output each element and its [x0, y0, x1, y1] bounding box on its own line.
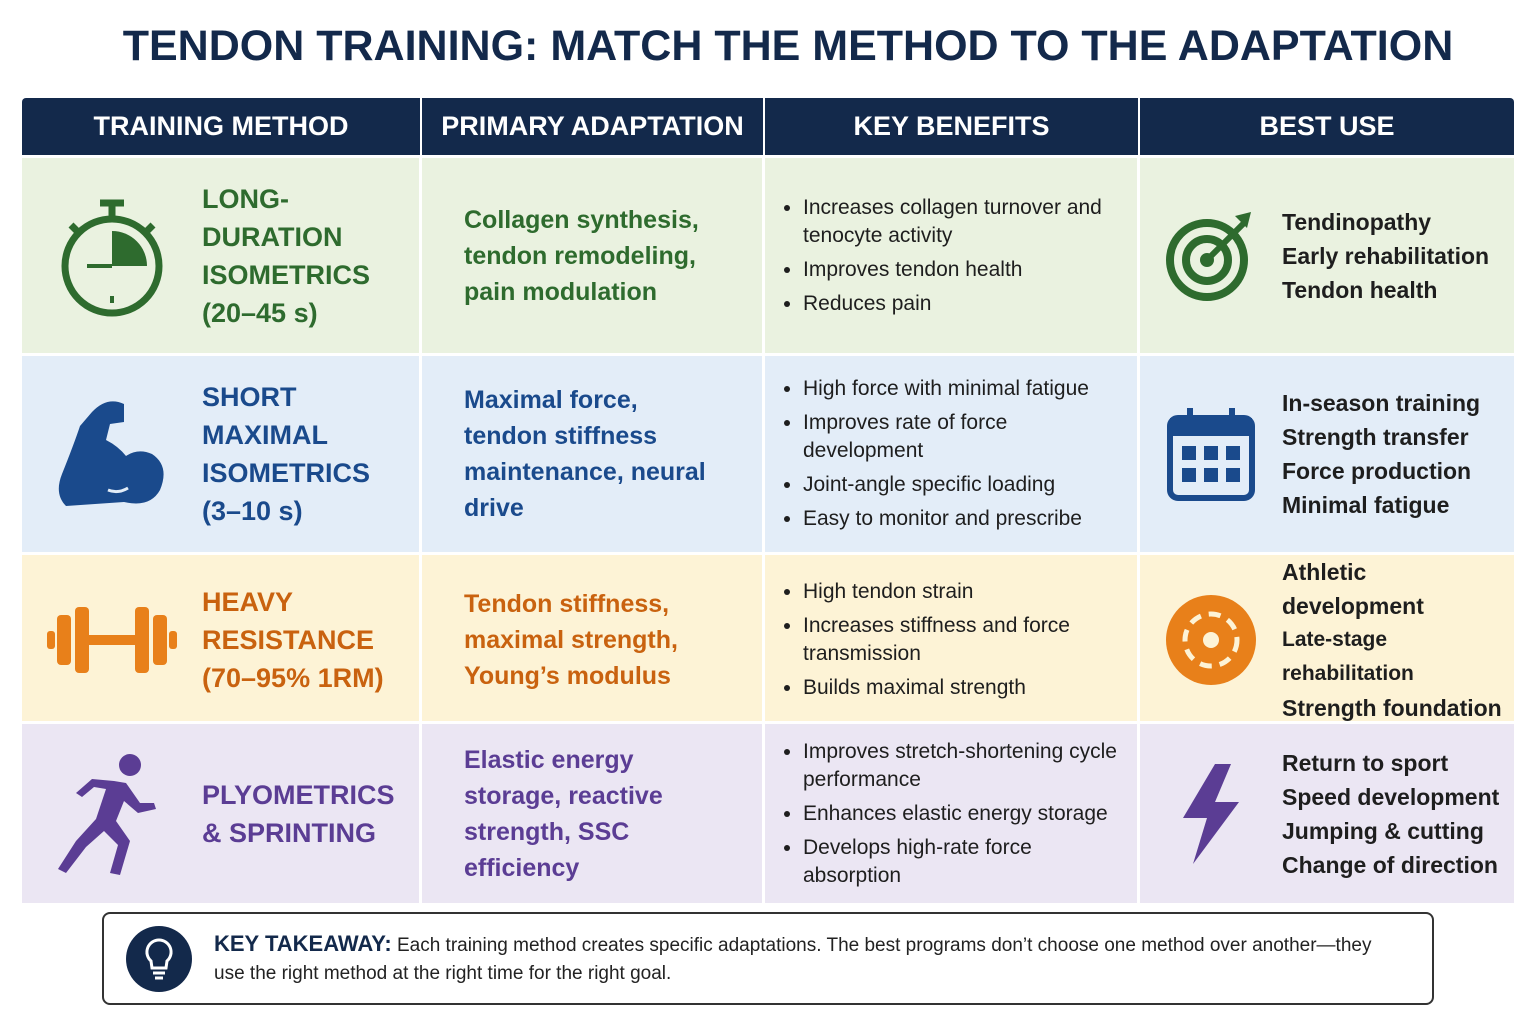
benefits-cell: High force with minimal fatigue Improves…	[765, 356, 1140, 552]
table: TRAINING METHOD PRIMARY ADAPTATION KEY B…	[22, 98, 1514, 903]
best-use: Strength foundation	[1282, 695, 1502, 721]
best-use: Return to sport	[1282, 749, 1449, 776]
table-row: HEAVY RESISTANCE (70–95% 1RM) Tendon stif…	[22, 555, 1514, 725]
adaptation: Tendon stiffness, maximal strength, Youn…	[422, 555, 765, 725]
method-name: LONG-DURATION ISOMETRICS	[202, 183, 371, 290]
method-cell: LONG-DURATION ISOMETRICS (20–45 s)	[22, 158, 422, 353]
benefit: Enhances elastic energy storage	[803, 800, 1117, 828]
header-cell: TRAINING METHOD	[22, 98, 422, 155]
benefit: Improves tendon health	[803, 256, 1117, 284]
method-duration: (20–45 s)	[202, 297, 318, 328]
best-use: Jumping & cutting	[1282, 817, 1484, 844]
benefit: Builds maximal strength	[803, 674, 1117, 702]
benefits-cell: High tendon strain Increases stiffness a…	[765, 555, 1140, 725]
table-row: PLYOMETRICS & SPRINTING Elastic energy s…	[22, 724, 1514, 903]
calendar-icon	[1140, 406, 1282, 502]
header-cell: PRIMARY ADAPTATION	[422, 98, 765, 155]
best-use: Strength transfer	[1282, 424, 1469, 450]
adaptation: Maximal force, tendon stiffness maintena…	[422, 356, 765, 552]
plate-icon	[1140, 594, 1282, 686]
best-use: Force production	[1282, 458, 1472, 484]
takeaway-text: Each training method creates specific ad…	[214, 934, 1372, 984]
dumbbell-icon	[22, 605, 202, 675]
best-use: Minimal fatigue	[1282, 492, 1450, 518]
runner-icon	[22, 749, 202, 879]
benefits-cell: Improves stretch-shortening cycle perfor…	[765, 724, 1140, 903]
table-row: LONG-DURATION ISOMETRICS (20–45 s) Collag…	[22, 158, 1514, 353]
lightning-icon	[1140, 763, 1282, 864]
arm-icon	[22, 394, 202, 514]
benefit: Improves stretch-shortening cycle perfor…	[803, 738, 1117, 794]
method-name: HEAVY RESISTANCE	[202, 587, 375, 655]
method-name: SHORT MAXIMAL ISOMETRICS	[202, 382, 371, 488]
benefit: Increases collagen turnover and tenocyte…	[803, 194, 1117, 250]
best-use: Early rehabilitation	[1282, 242, 1490, 269]
header-cell: KEY BENEFITS	[765, 98, 1140, 155]
header-cell: BEST USE	[1259, 111, 1395, 141]
adaptation: Elastic energy storage, reactive strengt…	[422, 724, 765, 903]
benefit: High tendon strain	[803, 578, 1117, 606]
benefit: Increases stiffness and force transmissi…	[803, 612, 1117, 668]
title: TENDON TRAINING: MATCH THE METHOD TO THE…	[122, 22, 1454, 70]
benefit: Reduces pain	[803, 290, 1117, 318]
benefit: Develops high-rate force absorption	[803, 834, 1117, 890]
benefit: Joint-angle specific loading	[803, 471, 1117, 499]
best-use: Athletic development	[1282, 559, 1424, 619]
method-duration: (3–10 s)	[202, 496, 303, 526]
method-cell: HEAVY RESISTANCE (70–95% 1RM)	[22, 555, 422, 725]
table-header: TRAINING METHOD PRIMARY ADAPTATION KEY B…	[22, 98, 1514, 155]
method-name: PLYOMETRICS & SPRINTING	[202, 779, 395, 848]
benefits-cell: Increases collagen turnover and tenocyte…	[765, 158, 1140, 353]
method-cell: SHORT MAXIMAL ISOMETRICS (3–10 s)	[22, 356, 422, 552]
best-use-cell: In-season training Strength transfer For…	[1140, 356, 1514, 552]
adaptation: Collagen synthesis, tendon remodeling, p…	[422, 158, 765, 353]
best-use: Change of direction	[1282, 851, 1498, 878]
stopwatch-icon	[22, 191, 202, 321]
benefit: High force with minimal fatigue	[803, 375, 1117, 403]
best-use-cell: Athletic development Late-stage rehabili…	[1140, 555, 1514, 725]
best-use-cell: Tendinopathy Early rehabilitation Tendon…	[1140, 158, 1514, 353]
lightbulb-icon	[104, 925, 214, 992]
best-use: Late-stage rehabilitation	[1282, 628, 1414, 685]
benefit: Easy to monitor and prescribe	[803, 505, 1117, 533]
target-icon	[1140, 208, 1282, 304]
takeaway-box: KEY TAKEAWAY: Each training method creat…	[102, 912, 1434, 1005]
table-row: SHORT MAXIMAL ISOMETRICS (3–10 s) Maximal…	[22, 356, 1514, 552]
best-use: In-season training	[1282, 390, 1481, 416]
method-duration: (70–95% 1RM)	[202, 663, 384, 693]
best-use: Tendinopathy	[1282, 208, 1432, 235]
benefit: Improves rate of force development	[803, 409, 1117, 465]
best-use: Tendon health	[1282, 276, 1438, 303]
takeaway-label: KEY TAKEAWAY:	[214, 930, 392, 956]
best-use-cell: Return to sport Speed development Jumpin…	[1140, 724, 1514, 903]
method-cell: PLYOMETRICS & SPRINTING	[22, 724, 422, 903]
best-use: Speed development	[1282, 783, 1500, 810]
